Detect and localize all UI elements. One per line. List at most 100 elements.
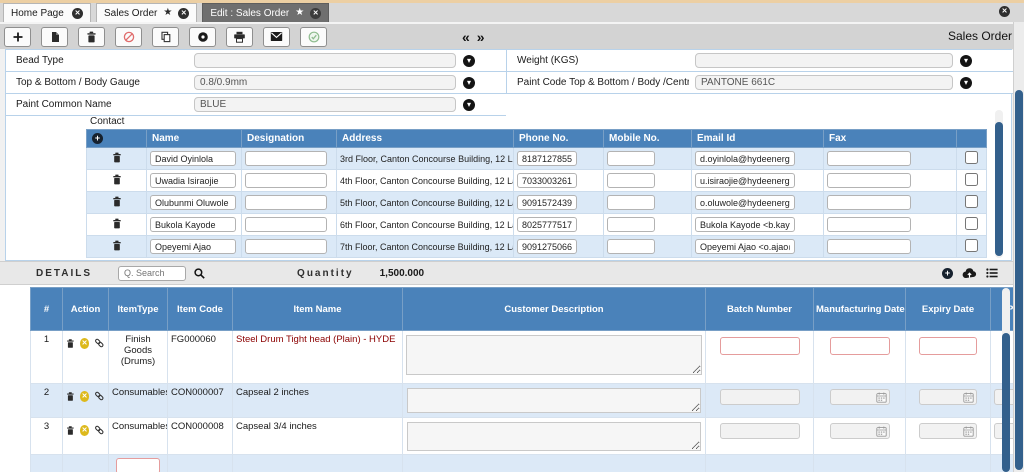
delete-row-icon[interactable] [112,240,122,251]
star-icon[interactable]: ★ [295,7,305,18]
chevron-down-icon[interactable]: ▾ [463,54,475,67]
contact-fax-input[interactable] [827,173,911,188]
contact-select-checkbox[interactable] [965,172,978,186]
page-scrollbar-thumb[interactable] [1015,90,1023,470]
tab-edit-sales-order[interactable]: Edit : Sales Order ★ ✕ [202,3,330,22]
contact-name-input[interactable] [150,173,236,188]
contact-designation-input[interactable] [245,195,327,210]
batch-number-input[interactable] [719,389,800,405]
item-type-select[interactable] [116,458,160,472]
delete-row-icon[interactable] [112,196,122,207]
contact-fax-input[interactable] [827,151,911,166]
bead-type-input[interactable] [194,53,456,68]
contact-fax-input[interactable] [827,217,911,232]
email-button[interactable] [263,26,290,47]
copy-button[interactable] [152,26,179,47]
weight-input[interactable] [695,53,953,68]
delete-row-icon[interactable] [112,218,122,229]
contact-name-input[interactable] [150,239,236,254]
contact-select-checkbox[interactable] [965,238,978,252]
cancel-item-icon[interactable]: ✕ [79,424,90,436]
contact-email-input[interactable] [695,195,795,210]
contact-email-input[interactable] [695,217,795,232]
tab-sales-order[interactable]: Sales Order ★ ✕ [96,3,198,22]
chevron-down-icon[interactable]: ▾ [463,76,475,89]
cancel-button[interactable] [115,26,142,47]
link-item-icon[interactable] [94,390,105,402]
delete-button[interactable] [78,26,105,47]
approve-button[interactable] [300,26,327,47]
manufacturing-date-input[interactable] [829,423,890,439]
paint-common-name-input[interactable] [194,97,456,112]
contact-mobile-input[interactable] [607,239,655,254]
add-item-icon[interactable]: + [942,267,953,279]
close-icon[interactable]: ✕ [178,7,190,19]
link-item-icon[interactable] [94,424,105,436]
expiry-date-input[interactable] [919,389,977,405]
contact-mobile-input[interactable] [607,195,655,210]
search-icon[interactable] [194,267,205,279]
delete-item-icon[interactable] [66,425,75,436]
contact-phone-input[interactable] [517,151,577,166]
delete-row-icon[interactable] [112,174,122,185]
contact-designation-input[interactable] [245,173,327,188]
record-button[interactable] [189,26,216,47]
gauge-input[interactable] [194,75,456,90]
expiry-date-input[interactable] [919,337,977,355]
close-icon[interactable]: ✕ [310,7,322,19]
add-button[interactable] [4,26,31,47]
contact-select-checkbox[interactable] [965,216,978,230]
contact-scrollbar-thumb[interactable] [995,122,1003,256]
contact-designation-input[interactable] [245,239,327,254]
contact-mobile-input[interactable] [607,173,655,188]
delete-row-icon[interactable] [112,152,122,163]
delete-item-icon[interactable] [66,338,75,349]
contact-phone-input[interactable] [517,217,577,232]
contact-mobile-input[interactable] [607,151,655,166]
contact-email-input[interactable] [695,239,795,254]
prev-record-icon[interactable]: « [462,28,470,45]
manufacturing-date-input[interactable] [829,389,890,405]
contact-email-input[interactable] [695,173,795,188]
chevron-down-icon[interactable]: ▾ [960,54,972,67]
contact-phone-input[interactable] [517,239,577,254]
chevron-down-icon[interactable]: ▾ [960,76,972,89]
contact-email-input[interactable] [695,151,795,166]
contact-designation-input[interactable] [245,217,327,232]
add-contact-row-icon[interactable]: + [92,133,103,144]
expiry-date-input[interactable] [919,423,977,439]
tab-home-page[interactable]: Home Page ✕ [3,3,91,22]
chevron-down-icon[interactable]: ▾ [463,98,475,111]
cloud-upload-icon[interactable] [962,267,977,279]
calendar-icon[interactable] [875,392,887,403]
search-input[interactable] [118,265,187,281]
print-button[interactable] [226,26,253,47]
link-item-icon[interactable] [94,337,105,349]
contact-fax-input[interactable] [827,195,911,210]
contact-select-checkbox[interactable] [965,194,978,208]
contact-select-checkbox[interactable] [965,150,978,164]
calendar-icon[interactable] [963,426,974,437]
contact-mobile-input[interactable] [607,217,655,232]
cancel-item-icon[interactable]: ✕ [79,390,90,402]
star-icon[interactable]: ★ [163,7,173,18]
calendar-icon[interactable] [963,392,974,403]
contact-name-input[interactable] [150,151,236,166]
close-icon[interactable]: ✕ [72,7,83,19]
delete-item-icon[interactable] [66,391,75,402]
contact-name-input[interactable] [150,217,236,232]
next-record-icon[interactable]: » [476,28,485,45]
contact-fax-input[interactable] [827,239,911,254]
calendar-icon[interactable] [875,426,887,437]
customer-description-textarea[interactable] [406,335,702,375]
contact-name-input[interactable] [150,195,236,210]
batch-number-input[interactable] [719,337,800,355]
details-scrollbar-thumb[interactable] [1002,333,1010,472]
list-view-icon[interactable] [986,268,998,278]
paste-button[interactable] [41,26,68,47]
paint-code-input[interactable] [695,75,953,90]
contact-designation-input[interactable] [245,151,327,166]
batch-number-input[interactable] [719,423,800,439]
contact-phone-input[interactable] [517,173,577,188]
customer-description-textarea[interactable] [407,388,701,413]
